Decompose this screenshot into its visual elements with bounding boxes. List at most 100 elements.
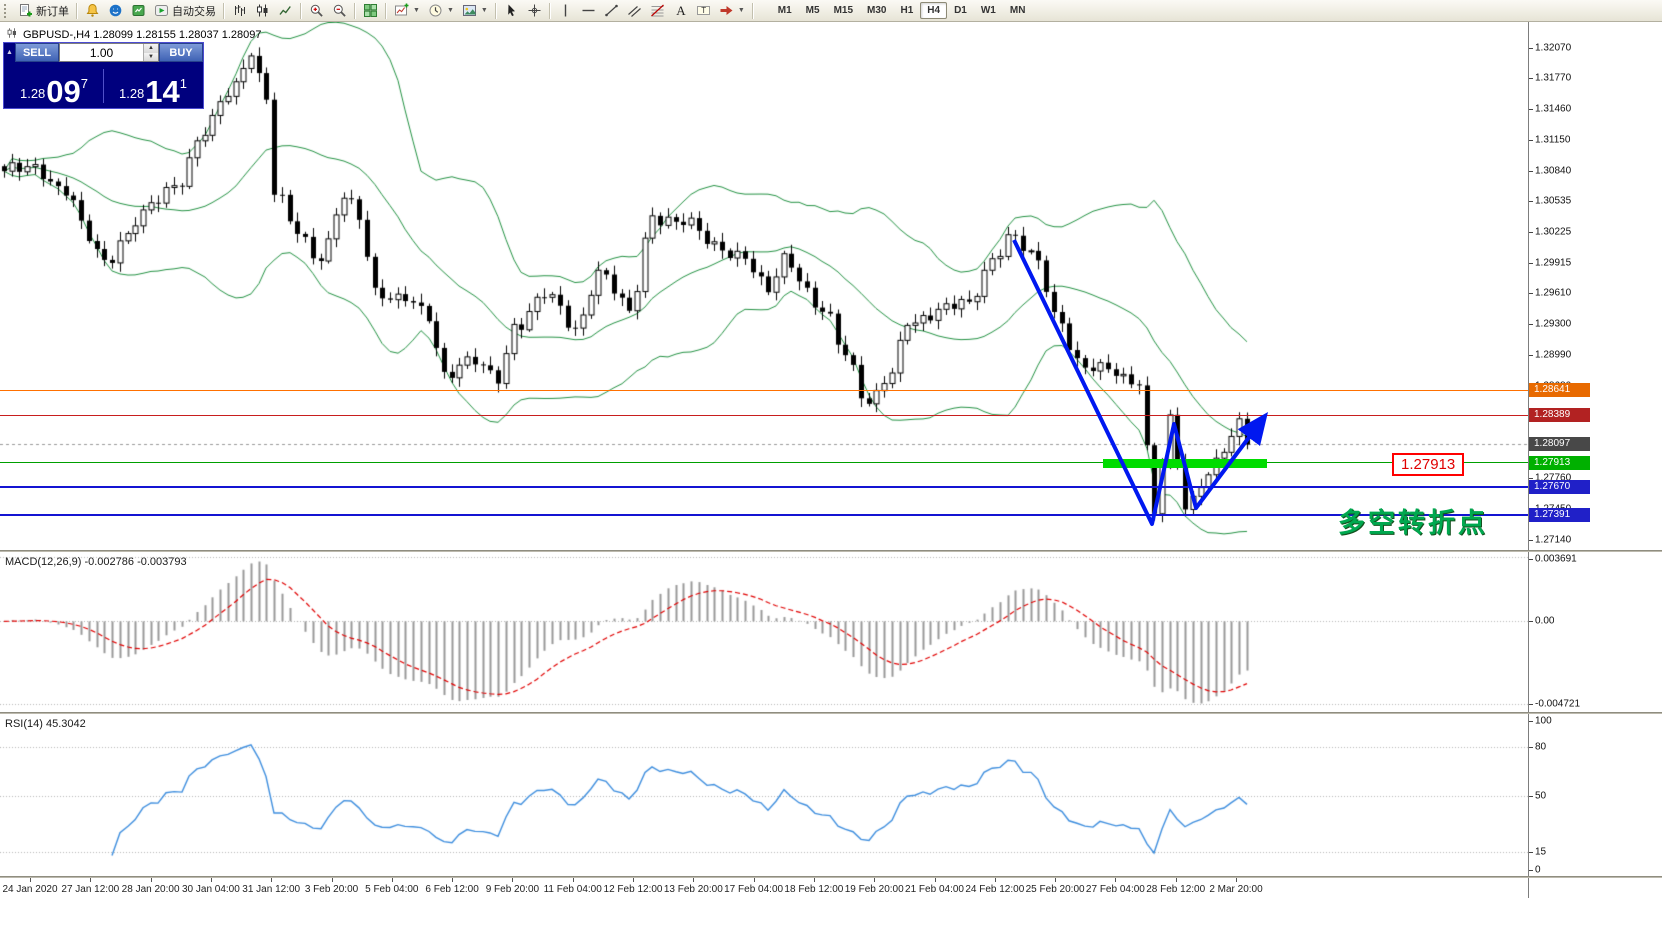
time-label: 5 Feb 04:00	[365, 884, 419, 895]
volume-input[interactable]	[60, 44, 143, 61]
trendline-icon	[604, 3, 619, 18]
macd-chart[interactable]	[0, 553, 1528, 712]
candlestick-chart[interactable]	[0, 22, 1528, 550]
time-label: 31 Jan 12:00	[242, 884, 301, 895]
label-icon: T	[696, 3, 711, 18]
scale-tick	[1529, 47, 1533, 49]
time-tick	[391, 878, 393, 882]
timeframe-H1[interactable]: H1	[900, 5, 914, 16]
toolbar-button-hline[interactable]	[577, 1, 600, 21]
toolbar-button-text[interactable]: A	[669, 1, 692, 21]
toolbar-button-crosshair[interactable]	[523, 1, 546, 21]
zoom-out-icon	[332, 3, 347, 18]
time-label: 12 Feb 12:00	[603, 884, 663, 895]
toolbar-button-bar-chart[interactable]	[228, 1, 251, 21]
scale-label: 100	[1535, 715, 1552, 727]
cursor-icon	[504, 3, 519, 18]
svg-text:A: A	[676, 3, 686, 18]
toolbar-button-candlestick[interactable]	[251, 1, 274, 21]
scale-tick	[1529, 721, 1533, 722]
buy-button[interactable]: BUY	[159, 43, 203, 62]
time-tick	[1175, 878, 1177, 882]
timeframe-M15[interactable]: M15	[833, 5, 854, 16]
buy-price-prefix: 1.28	[118, 86, 145, 101]
sell-price[interactable]: 1.28 09 7	[7, 75, 101, 106]
volume-down-button[interactable]: ▼	[144, 52, 158, 61]
support-zone-bar[interactable]	[1103, 458, 1267, 468]
toolbar-button-community[interactable]	[104, 1, 127, 21]
bar-chart-icon	[232, 3, 247, 18]
time-label: 13 Feb 20:00	[663, 884, 723, 895]
price-tag: 1.27670	[1529, 480, 1590, 495]
tile-windows-icon	[363, 3, 378, 18]
toolbar-grip[interactable]	[4, 3, 10, 18]
panel-separator[interactable]	[0, 550, 1662, 552]
scale-label: 1.28990	[1535, 349, 1572, 361]
timeframe-D1[interactable]: D1	[954, 5, 967, 16]
time-axis[interactable]: 24 Jan 2020 27 Jan 12:00 28 Jan 20:00 30 Ja…	[0, 878, 1528, 898]
time-tick	[90, 878, 92, 882]
scale-label: 0.003691	[1535, 553, 1577, 565]
toolbar-button-alert[interactable]	[81, 1, 104, 21]
toolbar-button-new-chart[interactable]: ▼	[390, 1, 424, 21]
symbol-ohlc-text: GBPUSD-,H4 1.28099 1.28155 1.28037 1.280…	[23, 28, 262, 41]
price-callout[interactable]: 1.27913	[1392, 453, 1465, 476]
scale-label: 1.31460	[1535, 103, 1572, 115]
scale-tick	[1529, 851, 1533, 853]
toolbar-button-zoom-out[interactable]	[328, 1, 351, 21]
toolbar-separator	[223, 2, 225, 19]
timeframe-W1[interactable]: W1	[980, 5, 996, 16]
scale-label: 1.29300	[1535, 318, 1572, 330]
price-scale[interactable]: 1.32070 1.31770 1.31460 1.31150 1.30840 1.305…	[1528, 22, 1662, 898]
buy-price[interactable]: 1.28 14 1	[106, 75, 200, 106]
sell-button[interactable]: SELL	[15, 43, 59, 62]
turning-point-label[interactable]: 多空转折点	[1338, 508, 1488, 538]
toolbar-button-autotrade[interactable]: 自动交易	[150, 1, 220, 21]
time-tick	[633, 878, 634, 882]
panel-separator[interactable]	[0, 712, 1662, 714]
toolbar-button-market[interactable]	[127, 1, 150, 21]
toolbar-button-tile-windows[interactable]	[359, 1, 382, 21]
time-label: 2 Mar 20:00	[1209, 884, 1263, 895]
toolbar-button-fibo[interactable]	[646, 1, 669, 21]
toolbar-button-channel[interactable]	[623, 1, 646, 21]
timeframe-M30[interactable]: M30	[867, 5, 887, 16]
toolbar-button-vline[interactable]	[554, 1, 577, 21]
toolbar-button-templates[interactable]: ▼	[458, 1, 492, 21]
scale-tick	[1529, 355, 1533, 357]
toolbar-separator	[300, 2, 302, 19]
scale-label: 1.31770	[1535, 72, 1572, 84]
horizontal-line-1.27913[interactable]	[0, 462, 1528, 464]
macd-label: MACD(12,26,9) -0.002786 -0.003793	[5, 556, 187, 568]
toolbar-button-cursor[interactable]	[500, 1, 523, 21]
toolbar-button-new-order[interactable]: 新订单	[14, 1, 73, 21]
timeframe-M5[interactable]: M5	[805, 5, 820, 16]
scale-label: 50	[1535, 790, 1547, 801]
volume-up-button[interactable]: ▲	[144, 44, 158, 53]
rsi-panel: RSI(14) 45.3042	[0, 715, 1528, 876]
timeframe-MN[interactable]: MN	[1009, 5, 1026, 16]
horizontal-line-1.28389[interactable]	[0, 414, 1528, 416]
toolbar-button-profiles[interactable]: ▼	[424, 1, 458, 21]
toolbar-button-trendline[interactable]	[600, 1, 623, 21]
time-label: 30 Jan 04:00	[181, 884, 240, 895]
scale-tick	[1529, 77, 1533, 79]
collapse-trade-panel-icon[interactable]: ▲	[6, 49, 13, 56]
chart-mini-icon	[6, 27, 18, 42]
scale-tick	[1529, 703, 1533, 705]
toolbar-button-zoom-in[interactable]	[305, 1, 328, 21]
timeframe-H4[interactable]: H4	[920, 2, 948, 19]
horizontal-line-1.27391[interactable]	[0, 513, 1528, 516]
time-tick	[1115, 878, 1117, 882]
scale-label: 0.00	[1535, 615, 1555, 627]
toolbar-button-line-chart[interactable]	[274, 1, 297, 21]
horizontal-line-1.2767[interactable]	[0, 486, 1528, 489]
time-label: 6 Feb 12:00	[425, 884, 479, 895]
rsi-chart[interactable]	[0, 715, 1528, 876]
toolbar-button-arrows[interactable]: ▼	[715, 1, 749, 21]
time-tick	[210, 878, 212, 882]
time-label: 3 Feb 20:00	[304, 884, 359, 895]
timeframe-M1[interactable]: M1	[777, 5, 792, 16]
horizontal-line-1.28641[interactable]	[0, 389, 1528, 391]
toolbar-button-label[interactable]: T	[692, 1, 715, 21]
